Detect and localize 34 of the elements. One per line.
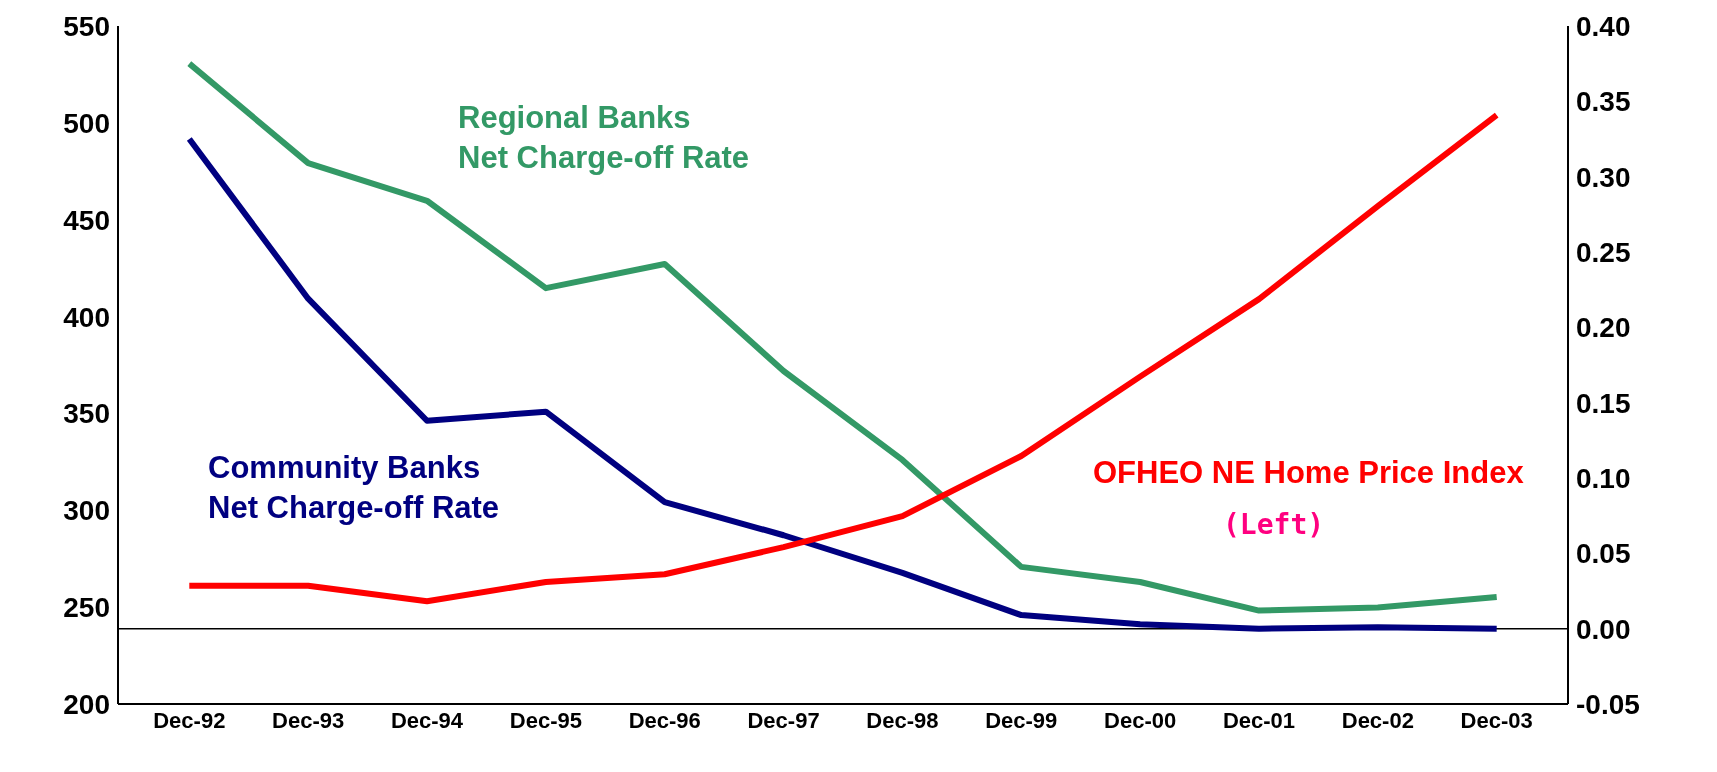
y-tick-label: 500 [63, 107, 110, 139]
y2-tick-label: 0.15 [1576, 387, 1631, 419]
y-tick-label: 200 [63, 688, 110, 720]
x-tick-label: Dec-96 [628, 707, 701, 733]
x-tick-label: Dec-94 [390, 707, 464, 733]
y-tick-label: 250 [63, 592, 110, 624]
x-tick-label: Dec-01 [1222, 707, 1296, 733]
x-tick-label: Dec-00 [1104, 707, 1177, 733]
series-label: Community Banks Net Charge-off Rate [208, 449, 501, 527]
y2-tick-label: 0.00 [1576, 613, 1631, 645]
series-label: OFHEO NE Home Price Index [1093, 455, 1524, 490]
y2-tick-label: 0.25 [1576, 236, 1631, 268]
series-label: Regional Banks Net Charge-off Rate [458, 99, 751, 177]
x-tick-label: Dec-92 [153, 707, 226, 733]
y2-tick-label: 0.20 [1576, 312, 1631, 344]
y2-tick-label: 0.40 [1576, 10, 1631, 42]
x-tick-label: Dec-99 [985, 707, 1058, 733]
y2-tick-label: 0.30 [1576, 161, 1631, 193]
y2-tick-label: -0.05 [1576, 688, 1640, 720]
x-tick-label: Dec-97 [747, 707, 820, 733]
y-tick-label: 550 [63, 10, 110, 42]
y2-tick-label: 0.35 [1576, 86, 1631, 118]
y-tick-label: 400 [63, 301, 110, 333]
x-tick-label: Dec-98 [866, 707, 939, 733]
x-tick-label: Dec-03 [1460, 707, 1533, 733]
y2-tick-label: 0.10 [1576, 462, 1631, 494]
y-tick-label: 300 [63, 495, 110, 527]
y-tick-label: 350 [63, 398, 110, 430]
x-tick-label: Dec-93 [272, 707, 345, 733]
y2-tick-label: 0.05 [1576, 538, 1631, 570]
x-tick-label: Dec-95 [509, 707, 582, 733]
annotation: (Left) [1223, 508, 1325, 541]
y-tick-label: 450 [63, 204, 110, 236]
x-tick-label: Dec-02 [1341, 707, 1414, 733]
